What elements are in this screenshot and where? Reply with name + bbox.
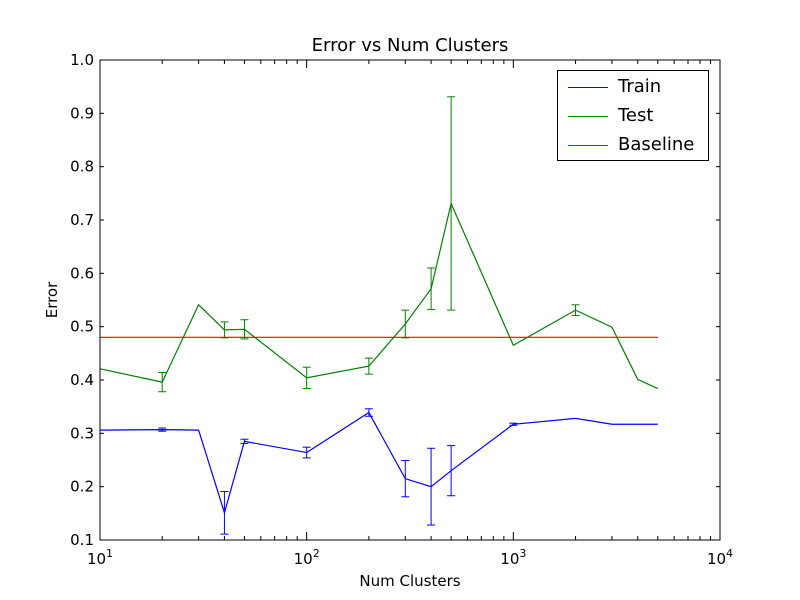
plot-frame [99, 59, 721, 541]
series-line-train [99, 411, 658, 515]
legend-label-baseline: Baseline [618, 134, 695, 155]
y-tick-label: 0.5 [70, 318, 94, 336]
y-tick-label: 0.4 [70, 371, 94, 389]
y-tick-label: 0.7 [70, 211, 94, 229]
legend: Train Test Baseline [557, 70, 709, 161]
x-tick-label: 101 [87, 547, 113, 568]
y-tick-label: 1.0 [70, 51, 94, 69]
legend-item-test: Test [558, 102, 708, 130]
legend-item-train: Train [558, 73, 708, 101]
x-tick-label: 102 [294, 547, 320, 568]
x-tick-label: 103 [500, 547, 526, 568]
legend-swatch-test [568, 116, 608, 117]
y-tick-label: 0.6 [70, 264, 94, 282]
y-tick-label: 0.3 [70, 424, 94, 442]
y-tick-label: 0.2 [70, 478, 94, 496]
y-tick-label: 0.9 [70, 104, 94, 122]
legend-swatch-train [568, 87, 608, 88]
y-axis-label: Error [43, 281, 61, 319]
x-axis-label: Num Clusters [359, 572, 461, 590]
y-tick-label: 0.1 [70, 531, 94, 549]
chart-title: Error vs Num Clusters [311, 35, 509, 56]
legend-label-train: Train [618, 76, 662, 97]
y-tick-label: 0.8 [70, 158, 94, 176]
series-line-test [99, 201, 659, 390]
legend-label-test: Test [618, 105, 654, 126]
legend-item-baseline: Baseline [558, 131, 708, 159]
legend-swatch-baseline [568, 145, 608, 146]
x-tick-label: 104 [707, 547, 733, 568]
